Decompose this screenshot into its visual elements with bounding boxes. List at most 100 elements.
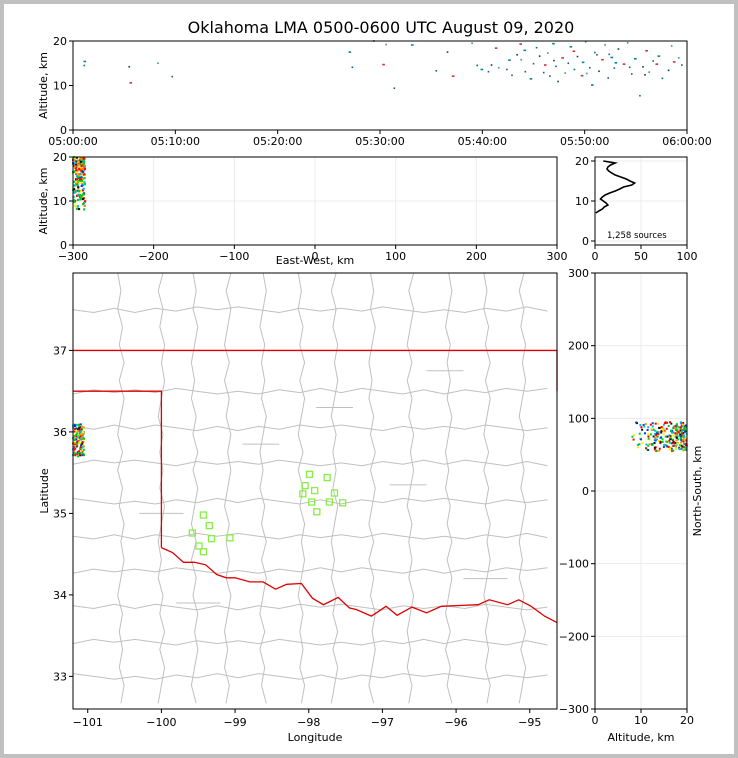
data-point <box>634 58 637 60</box>
data-point <box>663 430 666 433</box>
data-point <box>652 60 655 62</box>
data-point <box>672 441 675 444</box>
data-point <box>83 177 86 180</box>
data-point <box>647 448 650 451</box>
data-point <box>648 71 650 73</box>
data-point <box>78 167 81 170</box>
data-point <box>655 433 658 436</box>
data-point <box>76 205 80 208</box>
data-point <box>674 426 677 429</box>
data-point <box>672 444 675 447</box>
data-point <box>596 53 598 56</box>
axes-frame <box>72 40 688 131</box>
data-point <box>666 421 669 424</box>
data-point <box>664 435 667 438</box>
data-point <box>677 431 680 434</box>
y-tick-label: 37 <box>53 344 67 357</box>
data-point <box>83 168 86 171</box>
data-point <box>83 437 86 440</box>
data-point <box>659 440 662 443</box>
data-point <box>679 429 682 432</box>
x-axis-label: Longitude <box>288 731 343 744</box>
x-tick-label: −96 <box>444 716 467 729</box>
data-point <box>82 445 85 448</box>
data-point <box>644 74 646 76</box>
data-point <box>561 57 564 59</box>
data-point <box>665 444 668 447</box>
data-point <box>535 46 538 49</box>
data-point <box>654 438 657 441</box>
data-point <box>78 178 82 181</box>
county-boundary <box>73 638 548 646</box>
x-tick-label: 05:30:00 <box>355 135 404 148</box>
data-point <box>680 446 683 449</box>
x-tick-label: 10 <box>634 714 648 727</box>
y-tick-label: 0 <box>60 124 67 137</box>
data-point <box>82 448 85 451</box>
data-point <box>654 432 657 435</box>
station-marker <box>330 489 339 497</box>
x-axis-label: East-West, km <box>276 254 354 267</box>
data-point <box>72 180 76 183</box>
data-point <box>682 438 685 441</box>
data-point <box>684 443 687 446</box>
data-point <box>672 425 675 428</box>
data-point <box>666 435 669 438</box>
data-point <box>77 423 80 426</box>
data-point <box>653 448 656 451</box>
data-point <box>652 435 655 438</box>
data-point <box>676 442 679 445</box>
data-point <box>681 64 683 66</box>
data-point <box>679 437 682 440</box>
data-point <box>79 160 82 164</box>
axes-frame <box>72 156 558 246</box>
x-tick-label: −101 <box>73 716 103 729</box>
data-point <box>672 61 676 63</box>
data-point <box>639 424 642 427</box>
data-point <box>72 164 75 168</box>
data-point <box>82 431 85 434</box>
data-point <box>670 442 673 445</box>
data-point <box>516 53 518 56</box>
data-point <box>679 427 682 430</box>
data-point <box>573 68 576 71</box>
data-point <box>73 170 76 173</box>
data-point <box>685 429 688 432</box>
station-marker <box>199 511 208 519</box>
data-point <box>78 179 81 183</box>
data-point <box>547 52 549 54</box>
data-point <box>681 423 684 426</box>
figure-frame: Oklahoma LMA 0500-0600 UTC August 09, 20… <box>4 4 734 754</box>
data-point <box>81 177 85 181</box>
data-point <box>79 190 82 193</box>
data-point <box>79 435 82 438</box>
data-point <box>657 439 660 442</box>
data-point <box>72 452 75 455</box>
data-point <box>157 62 159 65</box>
data-point <box>651 425 654 428</box>
x-tick-label: −99 <box>223 716 246 729</box>
data-point <box>73 430 76 433</box>
x-tick-label: 05:50:00 <box>560 135 609 148</box>
data-point <box>675 423 678 426</box>
data-point <box>653 442 656 445</box>
data-point <box>73 442 76 445</box>
data-point <box>83 64 86 67</box>
county-boundary <box>518 273 527 704</box>
data-point <box>660 431 663 434</box>
axes-frame <box>594 156 688 246</box>
data-point <box>564 72 567 74</box>
data-point <box>661 440 664 443</box>
county-boundary <box>73 387 548 395</box>
data-point <box>553 59 555 62</box>
x-tick-label: 05:00:00 <box>48 135 97 148</box>
time-altitude-panel: 05:00:00 05:10:00 05:20:00 05:30:00 05:40:00… <box>37 35 712 148</box>
data-point <box>660 430 663 433</box>
county-boundary <box>259 273 267 704</box>
data-point <box>80 444 83 447</box>
data-point <box>661 77 664 80</box>
data-point <box>79 430 82 433</box>
data-point <box>669 438 672 441</box>
data-point <box>532 62 535 65</box>
data-point <box>657 431 660 434</box>
